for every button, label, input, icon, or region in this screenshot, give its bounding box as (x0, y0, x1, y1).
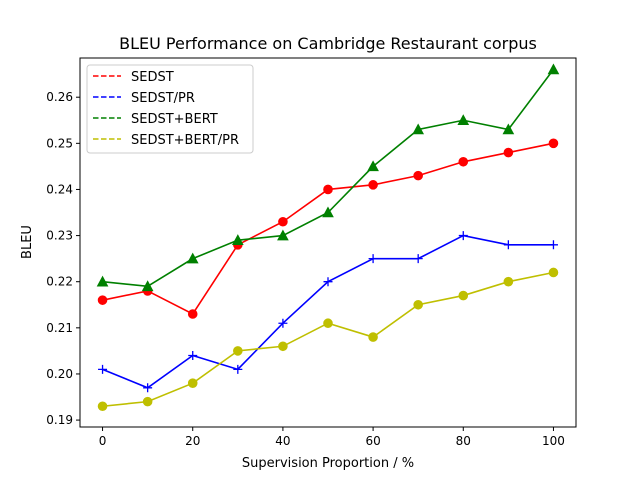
legend: SEDST SEDST/PR SEDST+BERT SEDST+BERT/PR (86, 64, 254, 154)
data-point (458, 231, 468, 241)
data-point (457, 114, 470, 126)
data-point (97, 401, 108, 412)
data-point (503, 147, 514, 158)
axis-ticks: 0 20 40 60 80 100 0.19 0.20 0.21 0.22 0.23 0.24 0.25… (46, 90, 565, 448)
data-point (187, 378, 198, 388)
data-point (187, 309, 198, 319)
data-point (548, 240, 558, 250)
data-point (233, 346, 243, 356)
data-point (458, 156, 469, 167)
data-point (97, 295, 108, 305)
series-sedst (97, 138, 559, 319)
data-point (413, 254, 423, 264)
y-tick-label: 0.25 (46, 136, 73, 150)
data-point (323, 318, 333, 329)
data-point (548, 138, 559, 149)
x-tick-label: 100 (542, 434, 565, 448)
x-tick-label: 20 (185, 434, 200, 448)
y-tick-label: 0.23 (46, 229, 73, 243)
legend-box (86, 64, 254, 154)
data-point (96, 275, 109, 287)
data-point (503, 276, 514, 287)
series-sedst-pr (98, 231, 558, 393)
series-sedst-bert (96, 63, 560, 292)
data-point (277, 229, 289, 241)
data-point (186, 252, 199, 264)
y-tick-label: 0.26 (46, 90, 73, 104)
series-sedst-bert-pr (97, 267, 559, 412)
legend-label: SEDST+BERT (131, 112, 218, 127)
data-point (368, 332, 378, 342)
plot-frame (79, 57, 577, 428)
data-point (188, 351, 198, 361)
y-tick-label: 0.19 (46, 413, 73, 427)
data-point (278, 318, 288, 328)
data-point (231, 234, 244, 245)
data-point (368, 254, 378, 264)
x-tick-label: 0 (99, 434, 107, 448)
data-point (141, 280, 154, 292)
data-point (412, 123, 425, 135)
y-tick-label: 0.24 (46, 182, 73, 196)
x-tick-label: 80 (456, 434, 471, 448)
data-point (458, 290, 469, 301)
series-line (102, 271, 554, 408)
data-point (413, 170, 423, 181)
data-point (143, 383, 153, 393)
y-tick-label: 0.21 (46, 321, 73, 335)
data-point (367, 160, 379, 172)
data-point (368, 180, 378, 190)
data-point (502, 123, 515, 135)
data-point (413, 299, 423, 310)
legend-label: SEDST (131, 70, 174, 85)
data-point (278, 341, 288, 352)
data-point (233, 364, 243, 374)
series-lines (96, 63, 560, 412)
legend-label: SEDST+BERT/PR (131, 133, 239, 148)
data-point (322, 206, 334, 218)
chart-title: BLEU Performance on Cambridge Restaurant… (119, 34, 537, 53)
data-point (323, 184, 333, 195)
data-point (323, 277, 333, 287)
series-line (102, 234, 554, 389)
x-tick-label: 40 (275, 434, 290, 448)
x-axis-label: Supervision Proportion / % (242, 456, 414, 471)
y-tick-label: 0.20 (46, 367, 73, 381)
data-point (548, 267, 559, 278)
y-tick-label: 0.22 (46, 275, 73, 289)
x-tick-label: 60 (365, 434, 380, 448)
data-point (98, 364, 108, 374)
data-point (142, 396, 153, 407)
data-point (547, 63, 560, 75)
data-point (278, 216, 288, 227)
y-axis-label: BLEU (20, 225, 35, 259)
legend-label: SEDST/PR (131, 91, 195, 106)
data-point (503, 240, 513, 250)
